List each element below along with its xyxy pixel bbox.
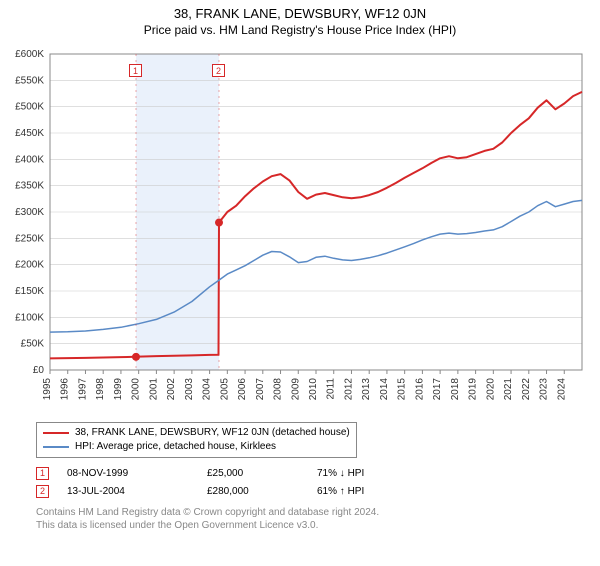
page-subtitle: Price paid vs. HM Land Registry's House …	[0, 23, 600, 37]
svg-text:1998: 1998	[95, 378, 106, 401]
transaction-row: 2 13-JUL-2004£280,00061% ↑ HPI	[36, 482, 437, 500]
transaction-delta: 71% ↓ HPI	[317, 468, 437, 479]
svg-text:£350K: £350K	[15, 181, 44, 192]
svg-text:2016: 2016	[414, 378, 425, 401]
svg-text:2009: 2009	[290, 378, 301, 401]
svg-text:2017: 2017	[432, 378, 443, 401]
svg-text:2004: 2004	[202, 378, 213, 401]
svg-text:£300K: £300K	[15, 207, 44, 218]
legend-item: 38, FRANK LANE, DEWSBURY, WF12 0JN (deta…	[43, 426, 350, 440]
svg-text:2006: 2006	[237, 378, 248, 401]
svg-text:2010: 2010	[308, 378, 319, 401]
chart-marker: 2	[212, 64, 225, 77]
svg-text:1996: 1996	[60, 378, 71, 401]
svg-text:£400K: £400K	[15, 154, 44, 165]
transaction-marker: 1	[36, 467, 49, 480]
svg-text:£500K: £500K	[15, 102, 44, 113]
svg-text:2011: 2011	[326, 378, 337, 400]
svg-text:£200K: £200K	[15, 260, 44, 271]
footer-line-1: Contains HM Land Registry data © Crown c…	[36, 506, 379, 519]
legend-swatch	[43, 446, 69, 448]
svg-text:£100K: £100K	[15, 312, 44, 323]
page-title: 38, FRANK LANE, DEWSBURY, WF12 0JN	[0, 6, 600, 21]
svg-text:1995: 1995	[42, 378, 53, 401]
svg-text:£50K: £50K	[21, 339, 45, 350]
transaction-date: 13-JUL-2004	[67, 486, 207, 497]
svg-text:2018: 2018	[450, 378, 461, 401]
svg-text:2019: 2019	[468, 378, 479, 401]
svg-text:2015: 2015	[397, 378, 408, 401]
svg-text:2014: 2014	[379, 378, 390, 401]
svg-text:2000: 2000	[131, 378, 142, 401]
svg-text:£450K: £450K	[15, 128, 44, 139]
transaction-marker: 2	[36, 485, 49, 498]
svg-text:2012: 2012	[343, 378, 354, 401]
svg-text:2002: 2002	[166, 378, 177, 401]
svg-text:£250K: £250K	[15, 233, 44, 244]
svg-text:£600K: £600K	[15, 50, 44, 60]
svg-text:2020: 2020	[485, 378, 496, 401]
transactions-table: 1 08-NOV-1999£25,00071% ↓ HPI 2 13-JUL-2004…	[36, 464, 437, 500]
svg-text:2003: 2003	[184, 378, 195, 401]
svg-text:£150K: £150K	[15, 286, 44, 297]
footer-line-2: This data is licensed under the Open Gov…	[36, 519, 379, 532]
svg-text:2022: 2022	[521, 378, 532, 401]
transaction-price: £25,000	[207, 468, 317, 479]
transaction-delta: 61% ↑ HPI	[317, 486, 437, 497]
svg-text:£550K: £550K	[15, 75, 44, 86]
svg-text:2023: 2023	[539, 378, 550, 401]
svg-text:1997: 1997	[77, 378, 88, 401]
price-chart: £0 £50K £100K £150K £200K £250K £300K £350K £400…	[0, 50, 600, 416]
svg-text:£0: £0	[33, 365, 45, 376]
legend-label: HPI: Average price, detached house, Kirk…	[75, 440, 276, 454]
svg-text:2007: 2007	[255, 378, 266, 401]
svg-text:2013: 2013	[361, 378, 372, 401]
transaction-price: £280,000	[207, 486, 317, 497]
svg-text:2008: 2008	[273, 378, 284, 401]
legend-item: HPI: Average price, detached house, Kirk…	[43, 440, 350, 454]
chart-marker: 1	[129, 64, 142, 77]
legend: 38, FRANK LANE, DEWSBURY, WF12 0JN (deta…	[36, 422, 357, 458]
legend-swatch	[43, 432, 69, 434]
svg-text:2005: 2005	[219, 378, 230, 401]
chart-area: £0 £50K £100K £150K £200K £250K £300K £350K £400…	[0, 50, 600, 416]
svg-text:2021: 2021	[503, 378, 514, 401]
footer-text: Contains HM Land Registry data © Crown c…	[36, 506, 379, 532]
svg-text:2024: 2024	[556, 378, 567, 401]
transaction-date: 08-NOV-1999	[67, 468, 207, 479]
svg-text:1999: 1999	[113, 378, 124, 401]
transaction-row: 1 08-NOV-1999£25,00071% ↓ HPI	[36, 464, 437, 482]
svg-text:2001: 2001	[148, 378, 159, 401]
legend-label: 38, FRANK LANE, DEWSBURY, WF12 0JN (deta…	[75, 426, 350, 440]
